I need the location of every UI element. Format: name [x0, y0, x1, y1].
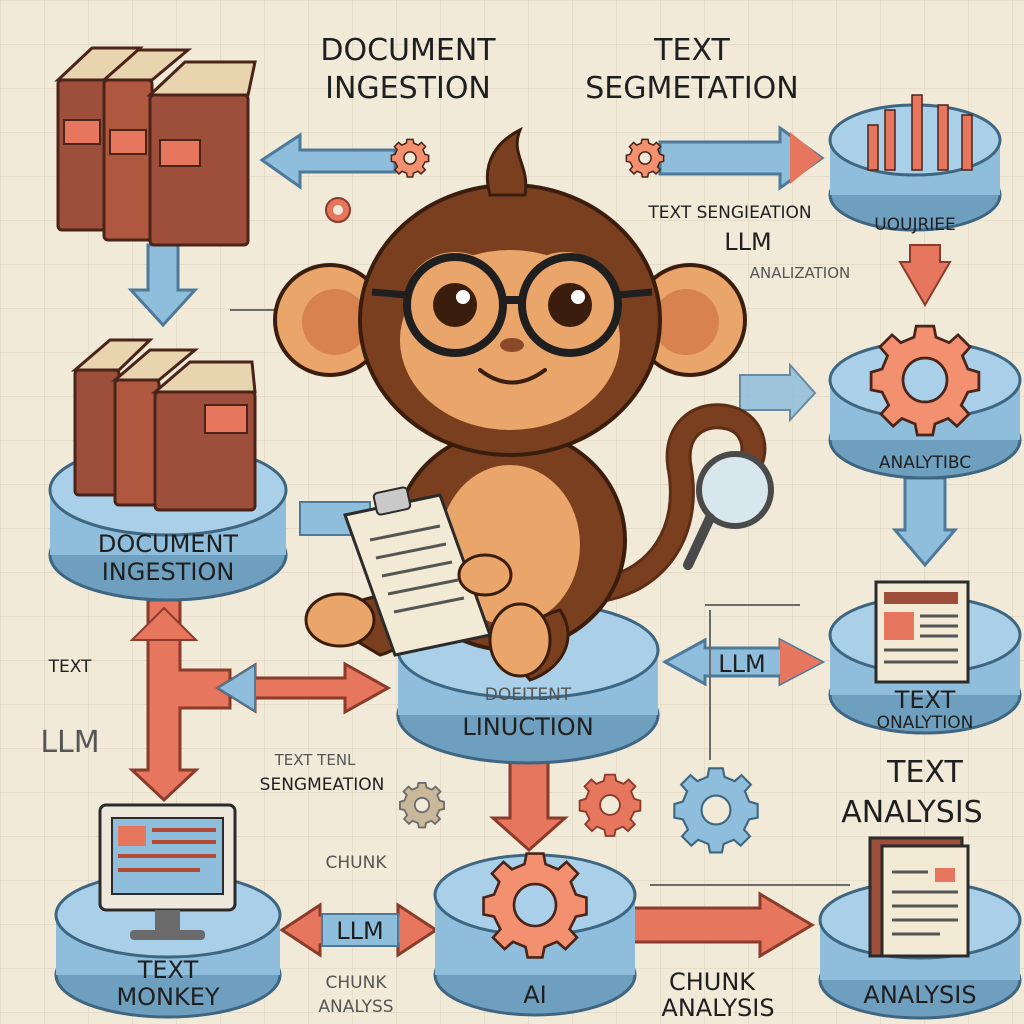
connector-arrows	[127, 125, 959, 959]
label-llm-right: LLM	[724, 228, 771, 256]
platform-label-text-bottom: TEXT	[137, 956, 199, 984]
label-analization: ANALIZATION	[750, 264, 851, 282]
arrow-horizontal-center-left-head	[216, 663, 256, 713]
arrow-right-mid	[739, 362, 817, 423]
llm-arrow-center-label: LLM	[718, 650, 765, 678]
platform-label-text-right: TEXT	[894, 686, 956, 714]
arrow-down-right-2	[891, 476, 959, 568]
platform-label-monkey: MONKEY	[116, 983, 219, 1011]
platform-label-linuction: LINUCTION	[462, 713, 593, 741]
title-top-center-2: SEGMETATION	[585, 71, 799, 106]
gear-icon-red	[578, 773, 642, 837]
platform-label-onalytion: ONALYTION	[877, 713, 974, 733]
gear-icon-blue	[673, 767, 759, 854]
label-analysis-right: ANALYSIS	[661, 994, 774, 1022]
document-icon-right	[874, 580, 970, 684]
llm-arrow-bottom-label: LLM	[336, 917, 383, 945]
monkey-mascot	[273, 126, 767, 682]
llm-arrow-center-head	[780, 640, 822, 684]
platform-label-ai: AI	[523, 981, 547, 1009]
pin-icon	[325, 197, 351, 223]
arrow-right-top-head	[790, 132, 822, 184]
platform-label-document: DOCUMENT	[98, 530, 239, 558]
label-sengmeation: SENGMEATION	[260, 775, 385, 795]
platform-label-analytibc: ANALYTIBC	[879, 453, 971, 473]
title-top-left-2: INGESTION	[325, 71, 491, 106]
title-top-left-1: DOCUMENT	[320, 33, 496, 68]
title-text-analysis-1: TEXT	[886, 755, 963, 790]
gear-icon-small-top-right	[625, 138, 665, 178]
label-text-sengieation: TEXT SENGIEATION	[647, 203, 811, 223]
label-left-llm: LLM	[40, 725, 99, 760]
title-text-analysis-2: ANALYSIS	[841, 795, 982, 830]
label-chunk-center: CHUNK	[326, 853, 388, 873]
clipboard-icon	[343, 486, 513, 657]
label-chunk-left: CHUNK	[326, 973, 388, 993]
arrow-down-left	[127, 243, 199, 328]
platform-label-analysis: ANALYSIS	[863, 981, 976, 1009]
arrow-right-bottom	[628, 891, 815, 959]
arrow-left-vertical	[128, 598, 232, 803]
gear-icon-small-center	[399, 782, 445, 829]
label-analyss: ANALYSS	[318, 997, 393, 1017]
bar-chart-icon	[867, 94, 973, 171]
book-stack-icon	[54, 46, 257, 247]
label-chunk-right: CHUNK	[669, 968, 756, 996]
document-icon-bottom-right	[868, 836, 970, 958]
arrow-down-center	[489, 758, 569, 853]
arrow-down-right-1	[898, 244, 952, 307]
title-top-center-1: TEXT	[653, 33, 730, 68]
llm-arrow-bottom-label-box	[321, 913, 399, 947]
arrow-up-left-head	[129, 606, 199, 641]
platform-label-doeitent: DOEITENT	[485, 685, 572, 705]
platform-label-uoujriee: UOUJRIEE	[874, 215, 956, 235]
gear-icon-small-top-left	[390, 138, 430, 178]
label-text-tenl: TEXT TENL	[274, 751, 356, 769]
label-left-text: TEXT	[48, 657, 92, 677]
magnifier-icon	[683, 451, 774, 570]
book-stack-icon-platform	[70, 338, 257, 512]
text-labels: DOCUMENT INGESTION TEXT SEGMETATION TEXT…	[40, 33, 982, 1022]
platform-label-ingestion: INGESTION	[102, 558, 235, 586]
monitor-icon	[98, 803, 237, 940]
gear-icon-ai	[482, 852, 588, 959]
gear-icon-right	[869, 324, 981, 437]
